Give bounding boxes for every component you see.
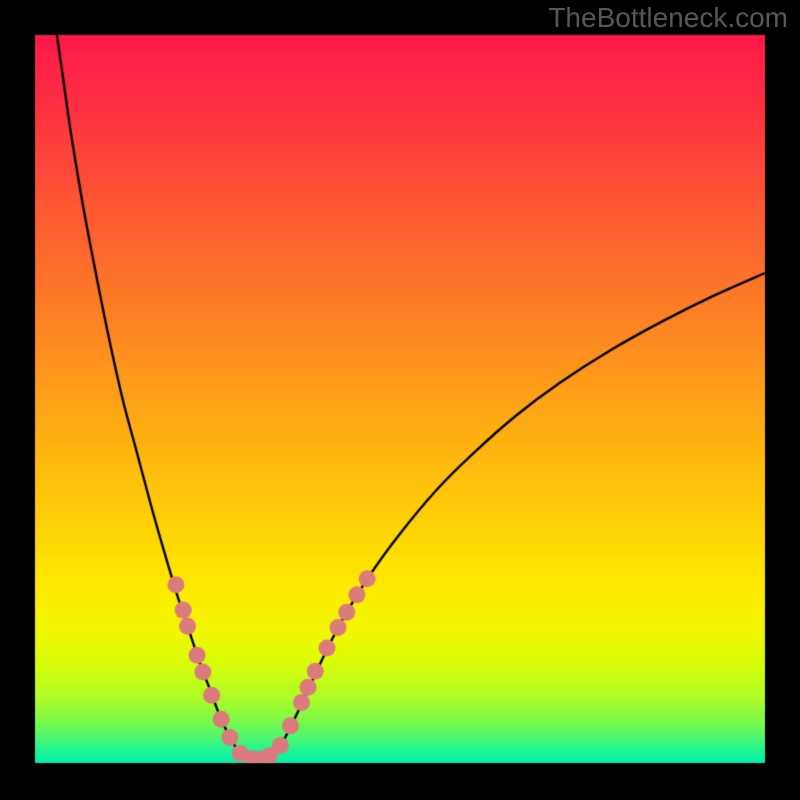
watermark-label: TheBottleneck.com bbox=[548, 2, 788, 34]
bottleneck-curve-canvas bbox=[0, 0, 800, 800]
chart-stage: TheBottleneck.com bbox=[0, 0, 800, 800]
